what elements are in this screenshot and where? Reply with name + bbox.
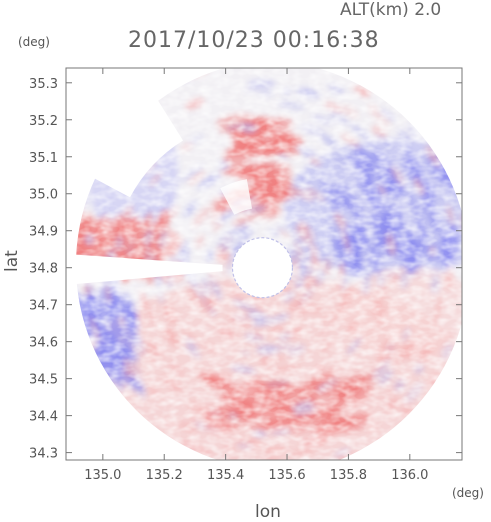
echo-texture xyxy=(123,411,135,422)
echo-texture xyxy=(266,54,290,64)
chart-title: 2017/10/23 00:16:38 xyxy=(128,28,380,53)
echo-streak xyxy=(63,216,75,237)
x-axis-unit: (deg) xyxy=(452,486,484,500)
echo-texture xyxy=(247,469,260,477)
radar-blind-zone-edge xyxy=(231,237,294,299)
echo-texture xyxy=(76,321,79,342)
y-tick-label: 35.1 xyxy=(29,151,58,166)
radar-blind-zone xyxy=(232,237,293,298)
y-tick-label: 34.6 xyxy=(29,336,58,351)
x-tick-label: 135.0 xyxy=(84,468,121,483)
y-tick-label: 34.7 xyxy=(29,299,58,314)
no-echo-area xyxy=(220,179,253,215)
x-tick-label: 135.8 xyxy=(330,468,367,483)
out-of-range xyxy=(66,68,462,460)
y-axis-ticks: 34.3 34.4 34.5 34.6 34.7 34.8 34.9 35.0 35.1 35.2… xyxy=(29,77,462,462)
x-tick-label: 135.2 xyxy=(146,468,183,483)
y-tick-label: 35.3 xyxy=(29,77,58,92)
y-tick-label: 35.0 xyxy=(29,188,58,203)
y-tick-label: 34.4 xyxy=(29,410,58,425)
blocked-beam xyxy=(66,253,223,285)
plot-frame xyxy=(65,67,463,461)
x-axis-label: lon xyxy=(255,502,281,522)
y-axis-label: lat xyxy=(2,250,22,272)
x-axis-ticks: 135.0 135.2 135.4 135.6 135.8 136.0 xyxy=(84,68,428,483)
x-tick-label: 135.4 xyxy=(207,468,244,483)
y-tick-label: 34.3 xyxy=(29,447,58,462)
y-axis-unit: (deg) xyxy=(18,35,50,49)
echo-streak xyxy=(76,314,83,341)
y-tick-label: 34.9 xyxy=(29,225,58,240)
altitude-label: ALT(km) 2.0 xyxy=(340,0,442,20)
echo-texture xyxy=(54,242,60,264)
x-tick-label: 135.6 xyxy=(268,468,305,483)
echo-texture xyxy=(57,231,66,248)
y-tick-label: 34.5 xyxy=(29,373,58,388)
y-tick-label: 34.8 xyxy=(29,262,58,277)
y-tick-label: 35.2 xyxy=(29,114,58,129)
echo-texture xyxy=(185,452,197,460)
x-tick-label: 136.0 xyxy=(391,468,428,483)
